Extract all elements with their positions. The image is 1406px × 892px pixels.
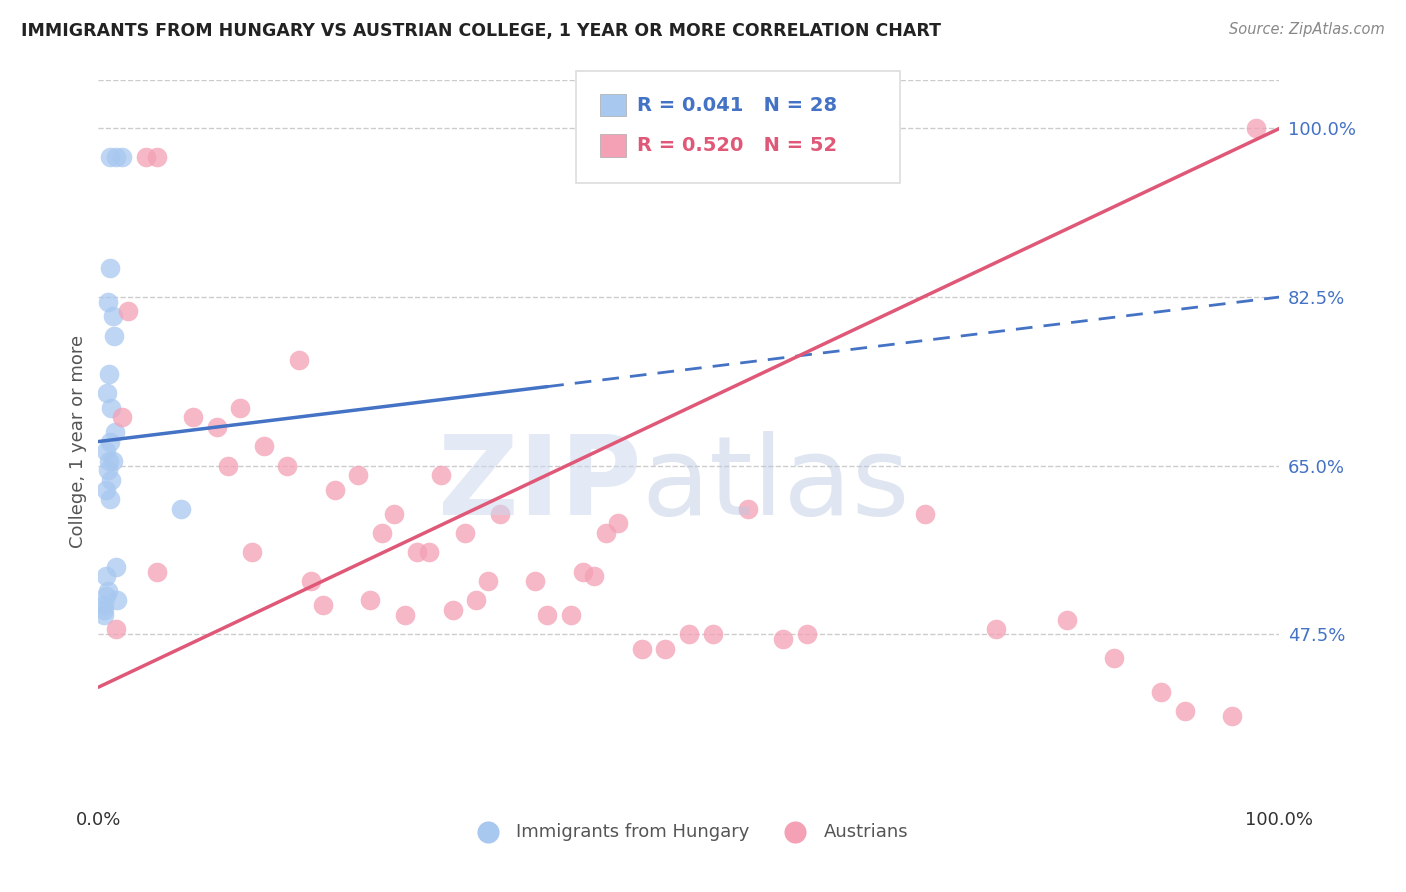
Point [98, 367, 121, 381]
Point [105, 593, 128, 607]
Point [103, 328, 125, 343]
Point [524, 574, 547, 589]
Point [441, 603, 464, 617]
Point [477, 574, 499, 589]
Point [104, 425, 127, 439]
Text: R = 0.041   N = 28: R = 0.041 N = 28 [637, 95, 837, 115]
Point [323, 483, 346, 497]
Point [217, 458, 239, 473]
Point [382, 507, 405, 521]
Point [111, 410, 134, 425]
Point [229, 401, 252, 415]
Point [418, 545, 440, 559]
Point [93, 599, 115, 613]
Point [96, 386, 118, 401]
Legend: Immigrants from Hungary, Austrians: Immigrants from Hungary, Austrians [463, 815, 915, 848]
Point [453, 526, 475, 541]
Point [560, 607, 582, 622]
Point [312, 599, 335, 613]
Point [359, 593, 381, 607]
Point [135, 150, 157, 164]
Point [93, 607, 115, 622]
Point [146, 565, 169, 579]
Point [98, 434, 121, 449]
Point [98, 454, 121, 468]
Point [94, 569, 117, 583]
Point [105, 623, 128, 637]
Point [702, 627, 724, 641]
Point [205, 420, 228, 434]
Point [105, 150, 128, 164]
Point [100, 401, 122, 415]
Point [1244, 121, 1267, 136]
Point [737, 502, 759, 516]
Point [796, 627, 818, 641]
Point [1056, 613, 1078, 627]
Point [914, 507, 936, 521]
Point [583, 569, 606, 583]
Point [100, 473, 122, 487]
Point [1102, 651, 1125, 665]
Point [371, 526, 394, 541]
Point [595, 526, 617, 541]
Point [111, 150, 134, 164]
Point [607, 516, 630, 531]
Point [240, 545, 263, 559]
Point [98, 150, 121, 164]
Point [406, 545, 429, 559]
Point [430, 468, 453, 483]
Point [94, 444, 117, 458]
Point [984, 623, 1007, 637]
Point [101, 310, 124, 324]
Point [299, 574, 322, 589]
Point [1150, 685, 1173, 699]
Point [347, 468, 370, 483]
Point [94, 589, 117, 603]
Point [94, 483, 117, 497]
Point [97, 463, 120, 477]
Point [253, 439, 276, 453]
Point [105, 559, 128, 574]
Point [117, 304, 139, 318]
Point [772, 632, 794, 646]
Point [489, 507, 512, 521]
Point [394, 607, 416, 622]
Text: Source: ZipAtlas.com: Source: ZipAtlas.com [1229, 22, 1385, 37]
Point [678, 627, 700, 641]
Point [98, 492, 121, 507]
Y-axis label: College, 1 year or more: College, 1 year or more [69, 335, 87, 548]
Point [276, 458, 298, 473]
Text: atlas: atlas [641, 432, 910, 539]
Point [97, 294, 120, 309]
Point [465, 593, 488, 607]
Point [536, 607, 558, 622]
Point [1174, 704, 1197, 718]
Point [654, 641, 676, 656]
Text: R = 0.520   N = 52: R = 0.520 N = 52 [637, 136, 837, 155]
Point [630, 641, 652, 656]
Point [97, 583, 120, 598]
Point [98, 261, 121, 276]
Point [1220, 709, 1243, 723]
Point [288, 352, 311, 367]
Text: ZIP: ZIP [439, 432, 641, 539]
Point [571, 565, 593, 579]
Point [170, 502, 193, 516]
Point [146, 150, 169, 164]
Text: IMMIGRANTS FROM HUNGARY VS AUSTRIAN COLLEGE, 1 YEAR OR MORE CORRELATION CHART: IMMIGRANTS FROM HUNGARY VS AUSTRIAN COLL… [21, 22, 941, 40]
Point [93, 603, 115, 617]
Point [181, 410, 204, 425]
Point [101, 454, 124, 468]
